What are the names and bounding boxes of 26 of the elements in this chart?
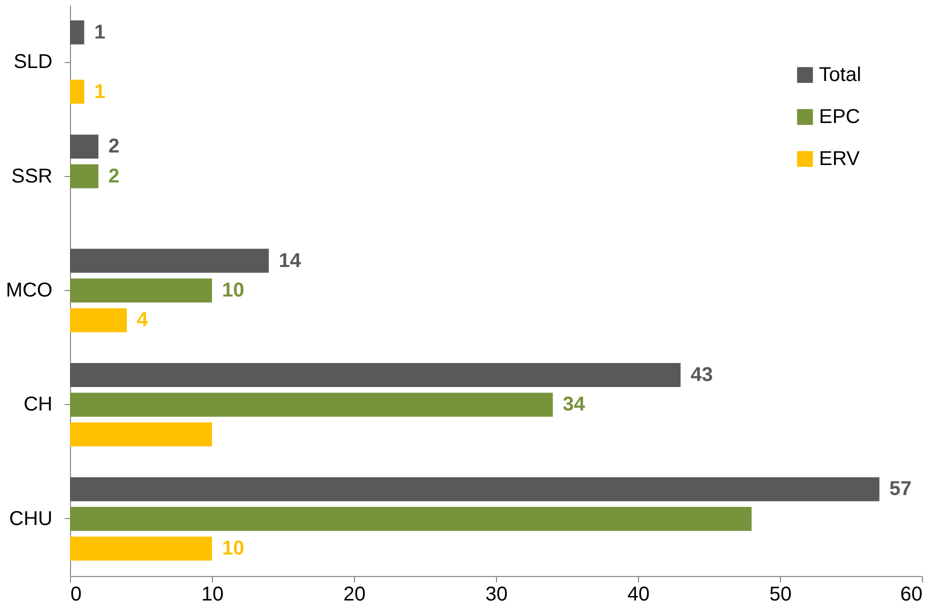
x-tick-label: 30 bbox=[485, 584, 508, 606]
data-label: 43 bbox=[690, 364, 713, 386]
x-tick-label: 50 bbox=[769, 584, 792, 606]
y-tick-label: SLD bbox=[14, 51, 52, 74]
data-label: 34 bbox=[562, 394, 586, 416]
data-label: 10 bbox=[222, 538, 244, 560]
x-tick-label: 10 bbox=[201, 584, 224, 606]
data-label: 1 bbox=[94, 21, 106, 44]
data-label: 57 bbox=[889, 478, 912, 500]
data-label: 14 bbox=[278, 250, 302, 272]
y-tick-label: CHU bbox=[9, 508, 52, 530]
x-tick-label: 0 bbox=[70, 584, 82, 606]
data-label: 10 bbox=[222, 280, 244, 302]
x-tick-label: 20 bbox=[343, 584, 366, 606]
data-label: 4 bbox=[136, 309, 149, 332]
data-label: 2 bbox=[108, 136, 120, 158]
legend-label: ERV bbox=[819, 148, 860, 170]
x-tick-label: 40 bbox=[627, 584, 650, 606]
data-label: 1 bbox=[94, 80, 106, 103]
legend-label: Total bbox=[819, 64, 862, 86]
x-tick-label: 60 bbox=[900, 584, 922, 606]
y-tick-label: CH bbox=[24, 394, 52, 416]
legend-label: EPC bbox=[819, 106, 860, 128]
y-tick-label: MCO bbox=[6, 280, 52, 302]
data-label: 2 bbox=[108, 165, 120, 188]
y-tick-label: SSR bbox=[11, 165, 52, 188]
